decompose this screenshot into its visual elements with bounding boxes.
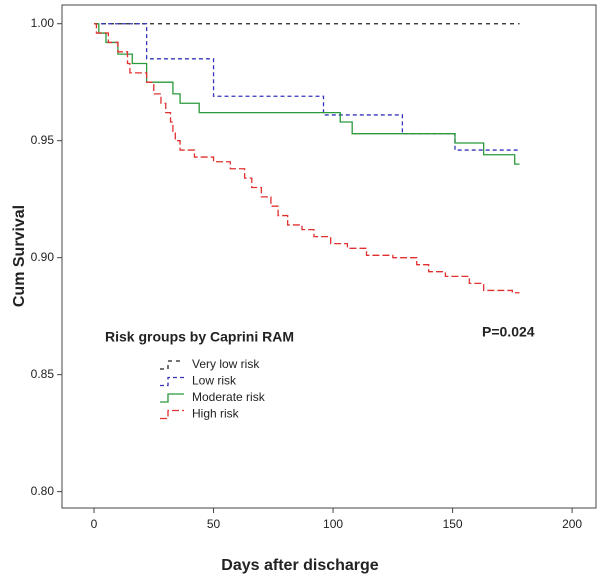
survival-curve bbox=[94, 23, 520, 151]
x-tick-label: 200 bbox=[562, 517, 582, 531]
legend-label: Very low risk bbox=[192, 357, 260, 371]
legend-swatch bbox=[160, 376, 184, 387]
y-axis-label: Cum Survival bbox=[11, 205, 28, 307]
x-axis-label: Days after discharge bbox=[221, 557, 379, 574]
legend-swatch bbox=[160, 409, 184, 420]
legend-title: Risk groups by Caprini RAM bbox=[105, 329, 294, 345]
annotation: P=0.024 bbox=[482, 324, 535, 340]
legend-label: High risk bbox=[192, 407, 240, 421]
x-tick-label: 150 bbox=[443, 517, 463, 531]
y-tick-label: 0.95 bbox=[31, 133, 55, 147]
y-tick-label: 0.90 bbox=[31, 250, 55, 264]
survival-curve bbox=[94, 23, 520, 294]
legend-swatch bbox=[160, 393, 184, 403]
x-tick-label: 0 bbox=[91, 517, 98, 531]
y-tick-label: 0.85 bbox=[31, 367, 55, 381]
x-tick-label: 100 bbox=[323, 517, 343, 531]
legend-swatch bbox=[160, 360, 184, 370]
plot-frame bbox=[61, 4, 597, 509]
x-tick-label: 50 bbox=[207, 517, 221, 531]
y-tick-label: 0.80 bbox=[31, 484, 55, 498]
legend-label: Low risk bbox=[192, 374, 237, 388]
y-tick-label: 1.00 bbox=[31, 16, 55, 30]
legend-label: Moderate risk bbox=[192, 390, 266, 404]
